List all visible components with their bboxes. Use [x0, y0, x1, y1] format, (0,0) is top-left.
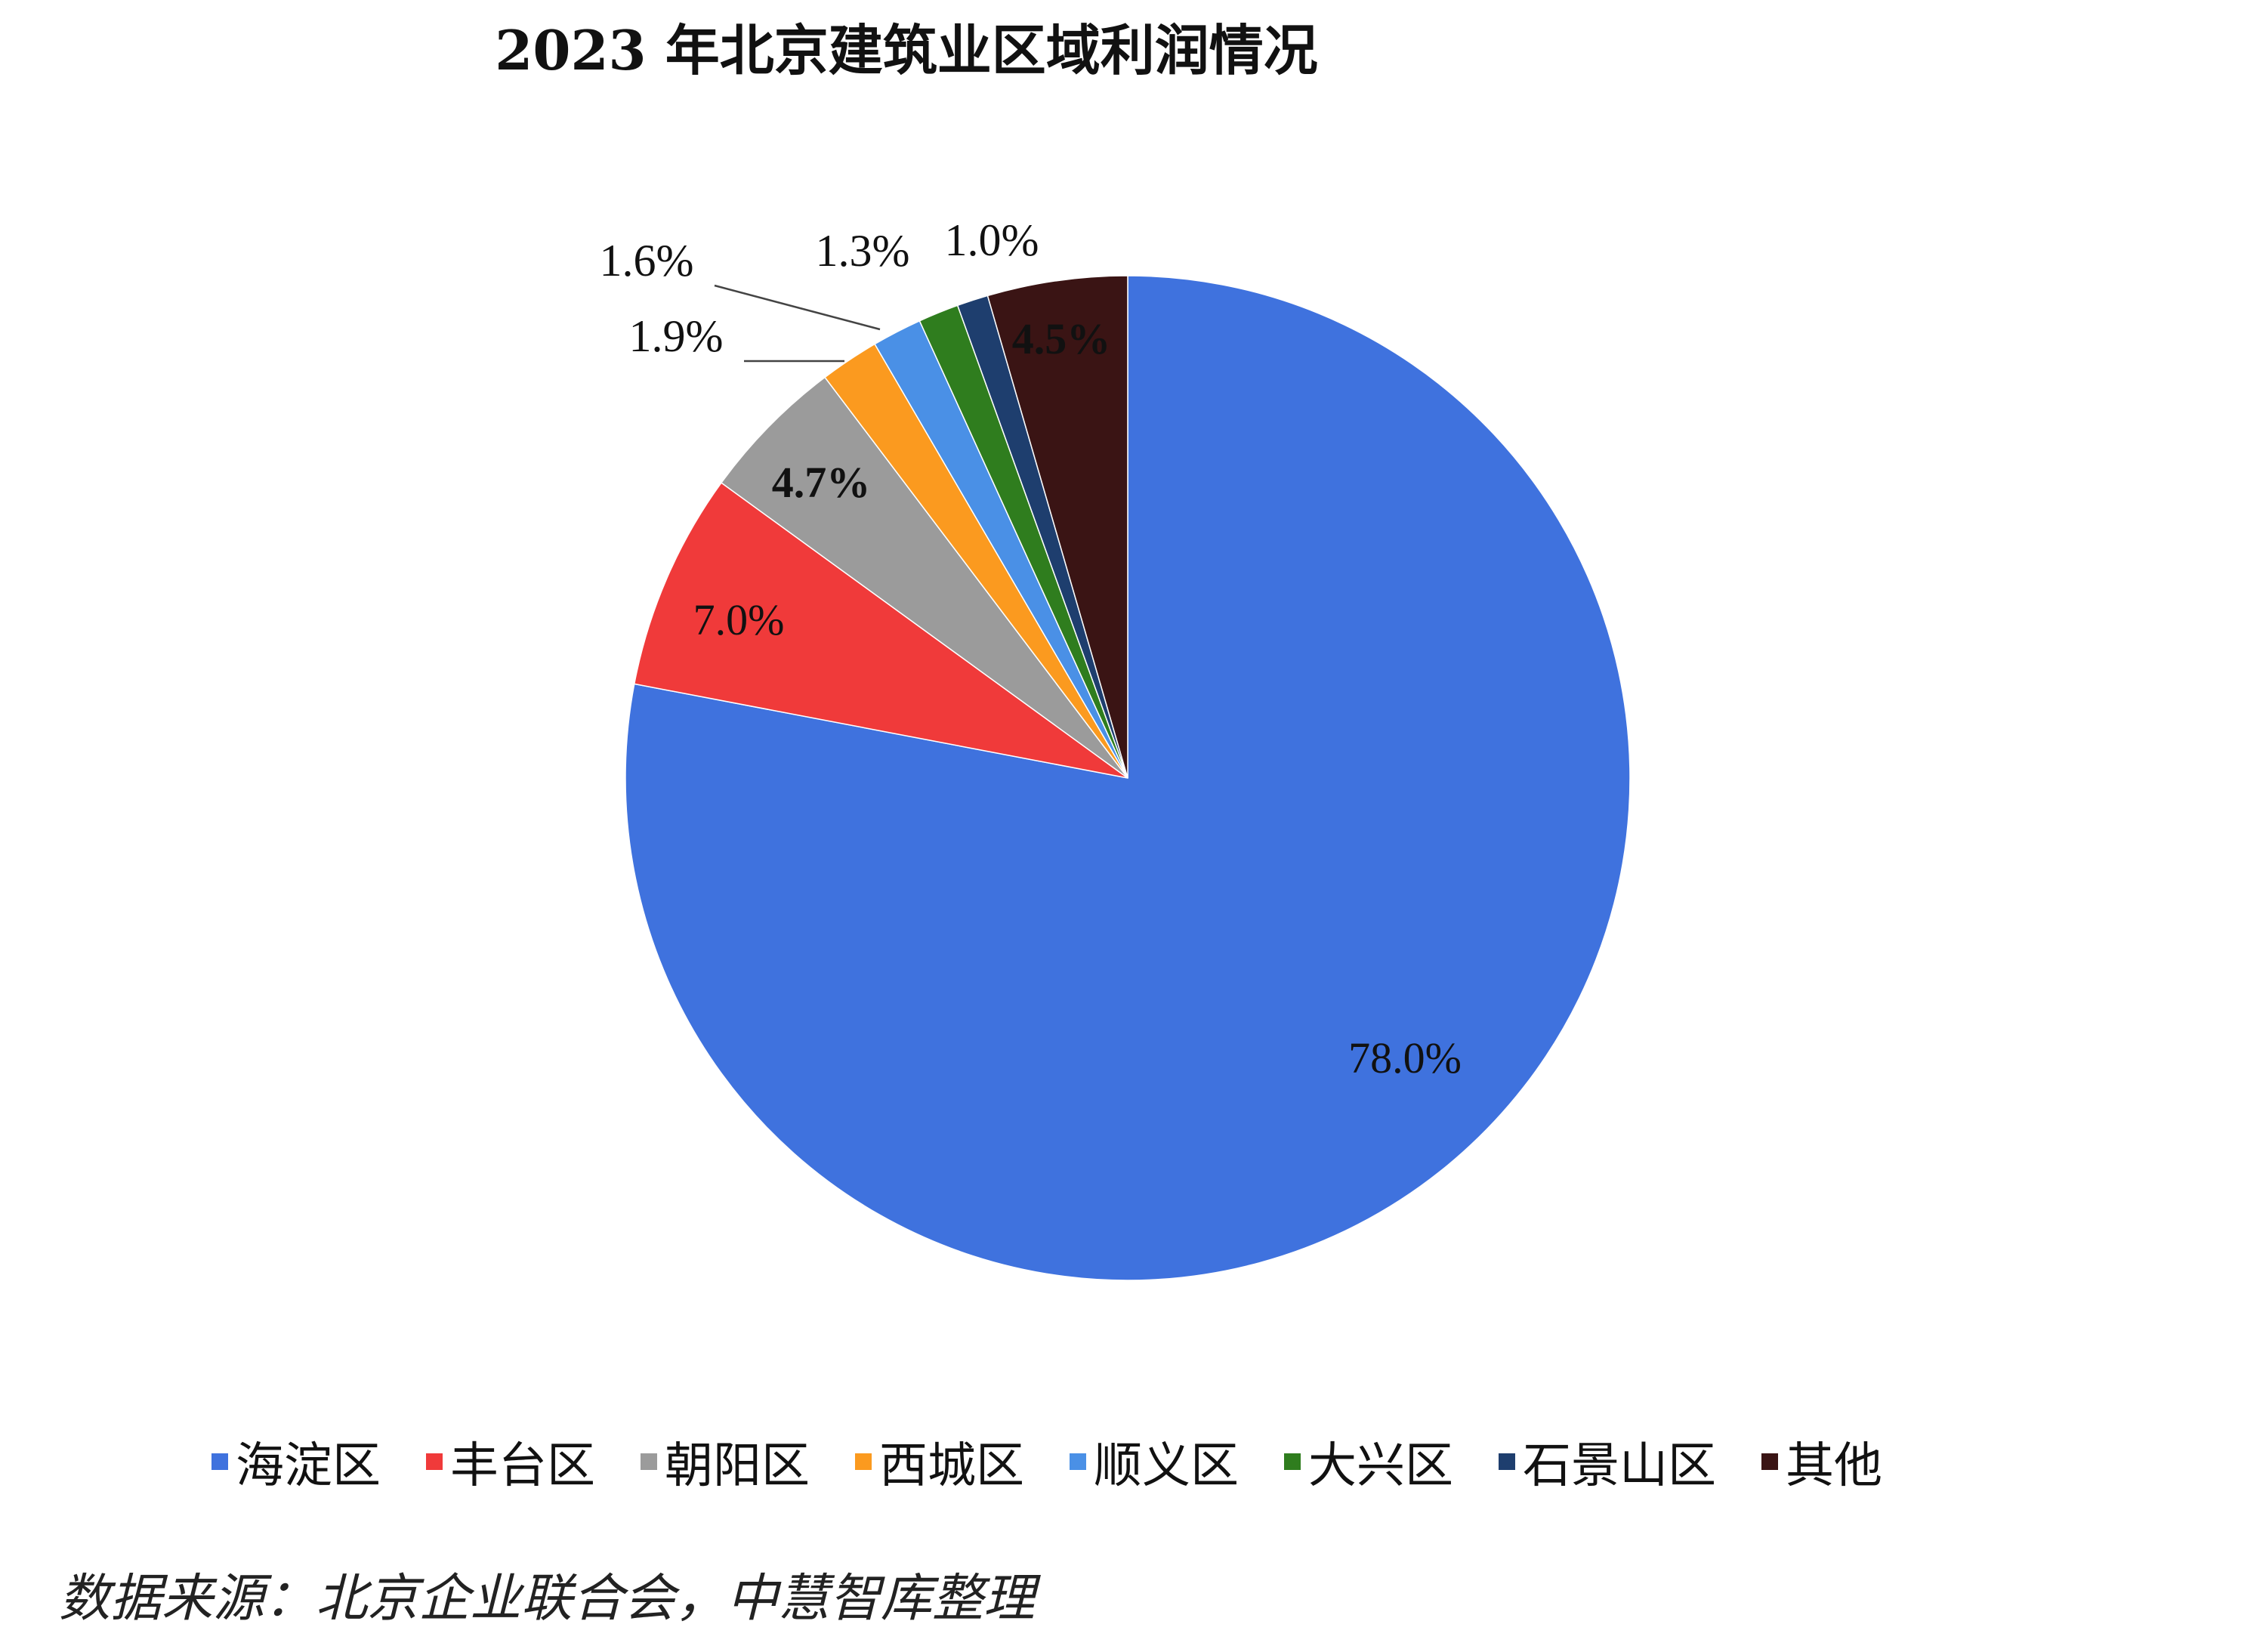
slice-value-label-7: 1.0%: [945, 215, 1039, 265]
legend-swatch-6: [1284, 1453, 1301, 1470]
source-note: 数据来源：北京企业联合会，中慧智库整理: [59, 1569, 1036, 1629]
legend-item-2: 丰台区: [426, 1427, 595, 1496]
pie-slice-2: [633, 482, 1128, 779]
legend-label-5: 顺义区: [1094, 1438, 1239, 1494]
pie-slice-8: [986, 275, 1128, 779]
legend-item-1: 海淀区: [211, 1427, 381, 1496]
slice-labels: 78.0% 7.0% 4.7% 1.9% 1.6% 1.3% 1.0% 4.5%: [600, 215, 1462, 1082]
legend-label-6: 大兴区: [1308, 1438, 1453, 1494]
legend-label-3: 朝阳区: [665, 1438, 810, 1494]
pie-slices: [625, 275, 1631, 1281]
slice-value-label-5: 1.6%: [600, 236, 694, 286]
legend-swatch-3: [641, 1453, 657, 1470]
legend-swatch-5: [1070, 1453, 1086, 1470]
slice-value-label-6: 1.3%: [816, 226, 910, 276]
slice-value-label-4: 1.9%: [629, 311, 724, 361]
legend-label-4: 西城区: [879, 1438, 1024, 1494]
legend-swatch-4: [855, 1453, 872, 1470]
legend-item-4: 西城区: [855, 1427, 1024, 1496]
legend-swatch-7: [1499, 1453, 1515, 1470]
slice-value-label-8: 4.5%: [1012, 314, 1111, 363]
legend-swatch-1: [211, 1453, 228, 1470]
legend-swatch-2: [426, 1453, 443, 1470]
legend-label-1: 海淀区: [236, 1438, 381, 1494]
pie-slice-1: [625, 275, 1631, 1281]
pie-slice-3: [720, 376, 1128, 779]
legend-label-8: 其他: [1786, 1438, 1882, 1494]
legend-swatch-8: [1761, 1453, 1778, 1470]
legend-item-3: 朝阳区: [641, 1427, 810, 1496]
legend-item-5: 顺义区: [1070, 1427, 1239, 1496]
legend: 海淀区 丰台区 朝阳区 西城区 顺义区 大兴区 石景山区 其他: [211, 1424, 2175, 1499]
slice-value-label-1: 78.0%: [1348, 1033, 1462, 1082]
pie-chart: 78.0% 7.0% 4.7% 1.9% 1.6% 1.3% 1.0% 4.5%: [600, 215, 1631, 1281]
leader-lines: [714, 284, 881, 363]
legend-item-7: 石景山区: [1499, 1427, 1716, 1496]
legend-label-2: 丰台区: [450, 1438, 595, 1494]
leader-line-5: [714, 284, 881, 331]
slice-value-label-2: 7.0%: [693, 595, 785, 644]
slice-value-label-3: 4.7%: [772, 458, 871, 507]
chart-title: 2023 年北京建筑业区域利润情况: [495, 18, 1318, 82]
legend-label-7: 石景山区: [1523, 1438, 1716, 1494]
legend-item-6: 大兴区: [1284, 1427, 1453, 1496]
legend-item-8: 其他: [1761, 1427, 1882, 1496]
